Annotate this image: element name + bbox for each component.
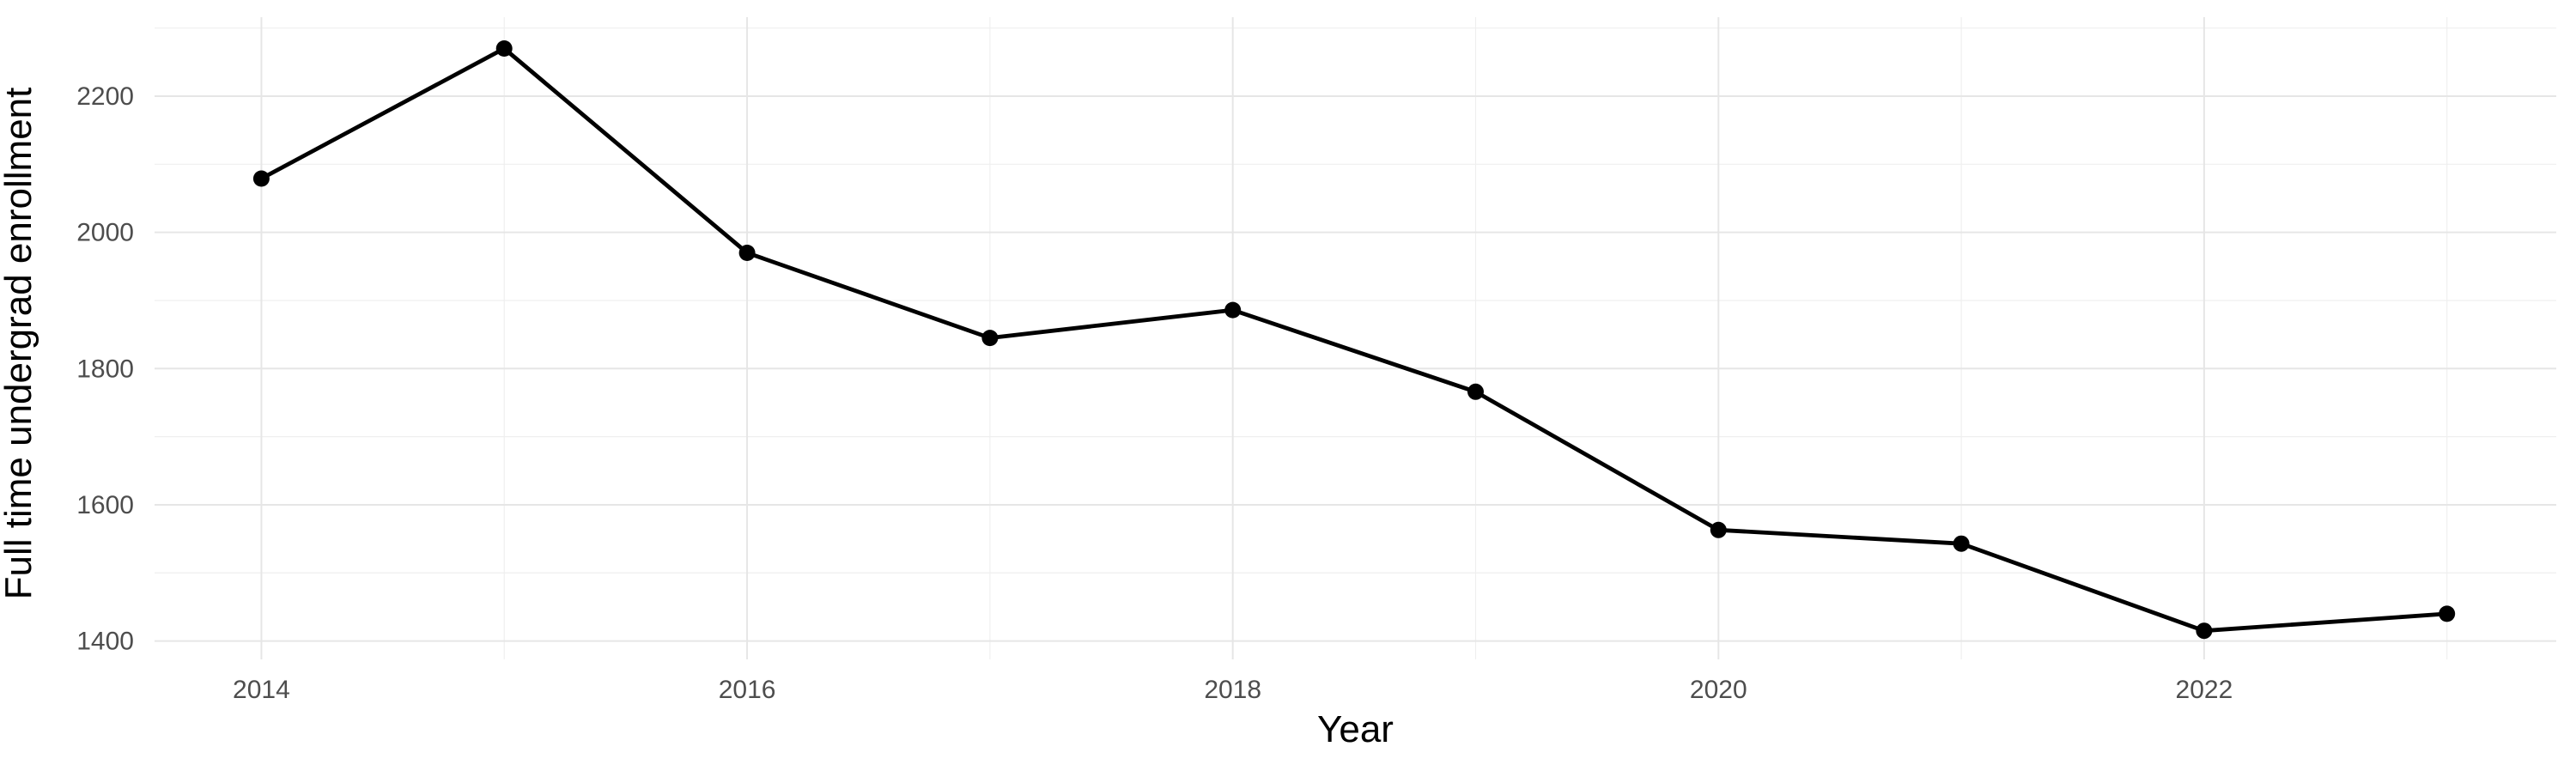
data-point	[738, 245, 756, 261]
x-tick-label: 2020	[1690, 676, 1747, 704]
x-tick-label: 2018	[1204, 676, 1261, 704]
y-tick-label: 2200	[76, 82, 134, 111]
x-tick-label: 2016	[719, 676, 776, 704]
data-point	[252, 170, 270, 187]
y-tick-label: 2000	[76, 219, 134, 247]
data-point	[1224, 301, 1242, 319]
data-point	[1467, 383, 1484, 400]
x-axis-title: Year	[1317, 708, 1394, 750]
data-point	[495, 40, 513, 57]
x-tick-label: 2022	[2176, 676, 2233, 704]
data-point	[2196, 622, 2213, 640]
y-tick-label: 1600	[76, 491, 134, 519]
y-axis-title: Full time undergrad enrollment	[0, 88, 39, 600]
data-point	[2439, 605, 2456, 622]
y-axis-tick-labels: 1400 1600 1800 2000 2200	[76, 82, 134, 656]
data-point	[1953, 535, 1970, 552]
enrollment-trend-line	[260, 46, 2447, 634]
data-point	[981, 330, 999, 347]
x-axis-tick-labels: 2014 2016 2018 2020 2022	[233, 676, 2233, 704]
data-points	[252, 40, 2456, 640]
y-tick-label: 1800	[76, 355, 134, 383]
data-point	[1710, 521, 1727, 538]
y-tick-label: 1400	[76, 628, 134, 656]
minor-gridlines	[155, 17, 2556, 659]
x-tick-label: 2014	[233, 676, 290, 704]
major-gridlines	[155, 17, 2556, 659]
